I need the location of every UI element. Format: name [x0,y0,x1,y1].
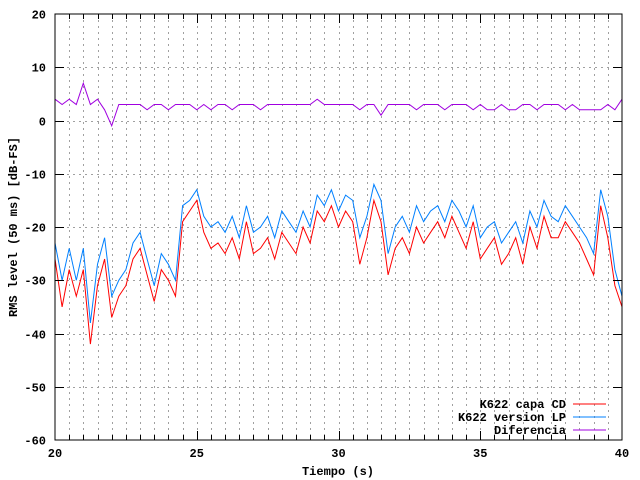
y-tick-label: -30 [24,275,46,289]
x-tick-label: 40 [615,447,629,461]
x-tick-label: 35 [473,447,487,461]
y-tick-label: 20 [32,9,46,23]
y-tick-label: -40 [24,329,46,343]
x-tick-label: 30 [331,447,345,461]
series-group [54,81,623,345]
tick-labels: -60 -50 -40 -30 -20 -10 0 10 20 20 25 30 35 40 [24,9,629,462]
series-line-diferencia [54,81,623,128]
legend-label: Diferencia [494,424,566,438]
y-tick-label: -50 [24,382,46,396]
x-tick-label: 25 [190,447,204,461]
y-tick-label: 0 [39,116,46,130]
series-line-k622-version-lp [54,182,623,323]
series-line-k622-capa-cd [54,198,623,345]
y-tick-label: -60 [24,435,46,449]
y-tick-label: -20 [24,222,46,236]
legend-label: K622 version LP [458,411,566,425]
legend-label: K622 capa CD [480,398,566,412]
x-axis-label: Tiempo (s) [302,465,374,479]
grid [55,14,622,440]
x-tick-label: 20 [48,447,62,461]
y-axis-label: RMS level (50 ms) [dB-FS] [7,137,21,317]
ticks [55,14,622,440]
y-tick-label: -10 [24,169,46,183]
y-tick-label: 10 [32,62,46,76]
